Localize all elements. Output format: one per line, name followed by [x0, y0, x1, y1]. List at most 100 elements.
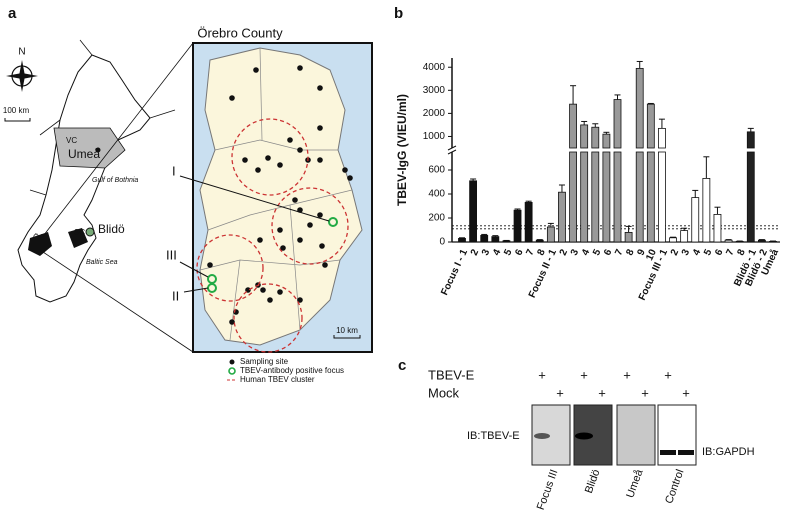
x-tick-label: Focus I - 1 — [439, 247, 470, 297]
sampling-site — [297, 237, 303, 243]
x-tick-label: 2 — [669, 247, 682, 257]
y-tick-label: 600 — [428, 165, 445, 176]
bar — [458, 237, 466, 243]
plus-mark: + — [538, 367, 546, 382]
bar — [669, 237, 677, 243]
x-tick-label: 3 — [569, 247, 582, 257]
sampling-site — [277, 227, 283, 233]
cluster-circle — [231, 118, 309, 196]
sampling-site — [265, 155, 271, 161]
focus-label: III — [166, 247, 177, 262]
zoom-line — [39, 249, 194, 353]
place-label: Blidö — [98, 222, 125, 236]
panel-label: c — [398, 357, 406, 374]
legend-dot — [229, 359, 235, 365]
bar — [602, 133, 611, 149]
y-axis-title: TBEV-IgG (VIEU/ml) — [395, 94, 409, 206]
plus-mark: + — [641, 385, 649, 400]
bar — [535, 239, 544, 243]
bar — [724, 239, 733, 243]
x-tick-label: 5 — [702, 247, 715, 257]
focus-arrow — [179, 175, 330, 222]
focus-label: I — [172, 163, 176, 178]
bar — [635, 67, 644, 149]
sampling-site — [229, 95, 235, 101]
sampling-site — [242, 157, 248, 163]
plus-mark: + — [598, 385, 606, 400]
border-lines — [29, 39, 176, 196]
bar — [746, 131, 755, 149]
y-tick-label: 200 — [428, 213, 445, 224]
sampling-site — [319, 243, 325, 249]
bar — [513, 209, 522, 243]
legend-label: TBEV-antibody positive focus — [240, 366, 344, 375]
bar — [546, 226, 555, 243]
blido-dot — [85, 227, 95, 237]
bar — [502, 240, 511, 243]
sampling-site — [317, 125, 323, 131]
scale-bar — [4, 118, 31, 122]
panel-c: c TBEV-E Mock IB:TBEV-E IB:GAPDH + + Focus… — [398, 357, 755, 512]
sampling-site — [297, 147, 303, 153]
y-tick-label: 2000 — [423, 108, 446, 119]
y-tick-label: 3000 — [423, 85, 446, 96]
sea-label: Baltic Sea — [86, 259, 118, 266]
bar — [746, 151, 755, 243]
bar — [524, 201, 533, 243]
blot-label: IB:GAPDH — [702, 446, 755, 458]
bar — [613, 99, 622, 149]
region-orebro — [28, 232, 52, 256]
region-vc — [53, 127, 126, 169]
region-label: VC — [66, 136, 77, 145]
focus-arrow — [183, 287, 209, 293]
x-tick-label: 4 — [580, 247, 593, 257]
bar — [646, 103, 655, 149]
y-tick-label: 4000 — [423, 62, 446, 73]
panel-a: a N 100 km VC ÖC SC Umeå Blidö Gulf of B… — [3, 5, 373, 384]
bar — [635, 151, 644, 243]
region-label: SC — [74, 228, 85, 237]
lane-label: Control — [663, 468, 686, 505]
sampling-site — [307, 222, 313, 228]
inset-scale-bar — [333, 335, 361, 339]
row-label: TBEV-E — [428, 367, 475, 382]
panel-label: b — [394, 5, 403, 22]
x-tick-label: 7 — [724, 247, 737, 257]
cluster-circle — [196, 234, 264, 302]
x-tick-label: 8 — [735, 247, 748, 257]
county-shape — [199, 47, 363, 346]
umea-dot — [95, 147, 101, 153]
bar — [591, 151, 600, 243]
sweden-outline — [17, 54, 151, 303]
bar — [569, 151, 577, 243]
compass — [6, 60, 38, 92]
sampling-site — [207, 262, 213, 268]
plus-mark: + — [623, 367, 631, 382]
sampling-sites — [207, 65, 353, 325]
bar — [680, 230, 689, 243]
inset-title: Örebro County — [197, 25, 283, 40]
sampling-site — [342, 167, 348, 173]
sampling-site — [253, 67, 259, 73]
sampling-site — [322, 262, 328, 268]
y-tick-label: 400 — [428, 189, 445, 200]
sampling-site — [267, 297, 273, 303]
region-sc — [68, 228, 88, 248]
lane-label: Umeå — [624, 467, 646, 500]
bar — [591, 126, 600, 149]
bar — [658, 151, 666, 243]
sampling-site — [347, 175, 353, 181]
bar — [580, 151, 589, 243]
x-tick-label: 8 — [624, 247, 637, 257]
legend-label: Sampling site — [240, 357, 289, 366]
sampling-site — [277, 162, 283, 168]
sampling-site — [287, 137, 293, 143]
x-tick-label: 6 — [602, 247, 615, 257]
x-tick-label: 5 — [591, 247, 604, 257]
x-tick-label: 8 — [536, 247, 549, 257]
bar — [658, 127, 666, 149]
municipality-borders — [199, 47, 353, 341]
blot-image — [616, 404, 656, 466]
x-tick-label: 6 — [713, 247, 726, 257]
bar — [646, 151, 655, 243]
